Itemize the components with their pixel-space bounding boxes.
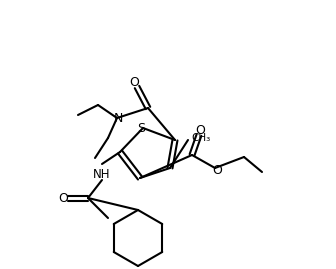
Text: O: O	[195, 123, 205, 136]
Text: N: N	[113, 112, 123, 126]
Text: O: O	[129, 76, 139, 90]
Text: O: O	[58, 192, 68, 204]
Text: O: O	[212, 165, 222, 178]
Text: NH: NH	[93, 168, 111, 180]
Text: CH₃: CH₃	[191, 133, 210, 143]
Text: S: S	[137, 122, 145, 134]
